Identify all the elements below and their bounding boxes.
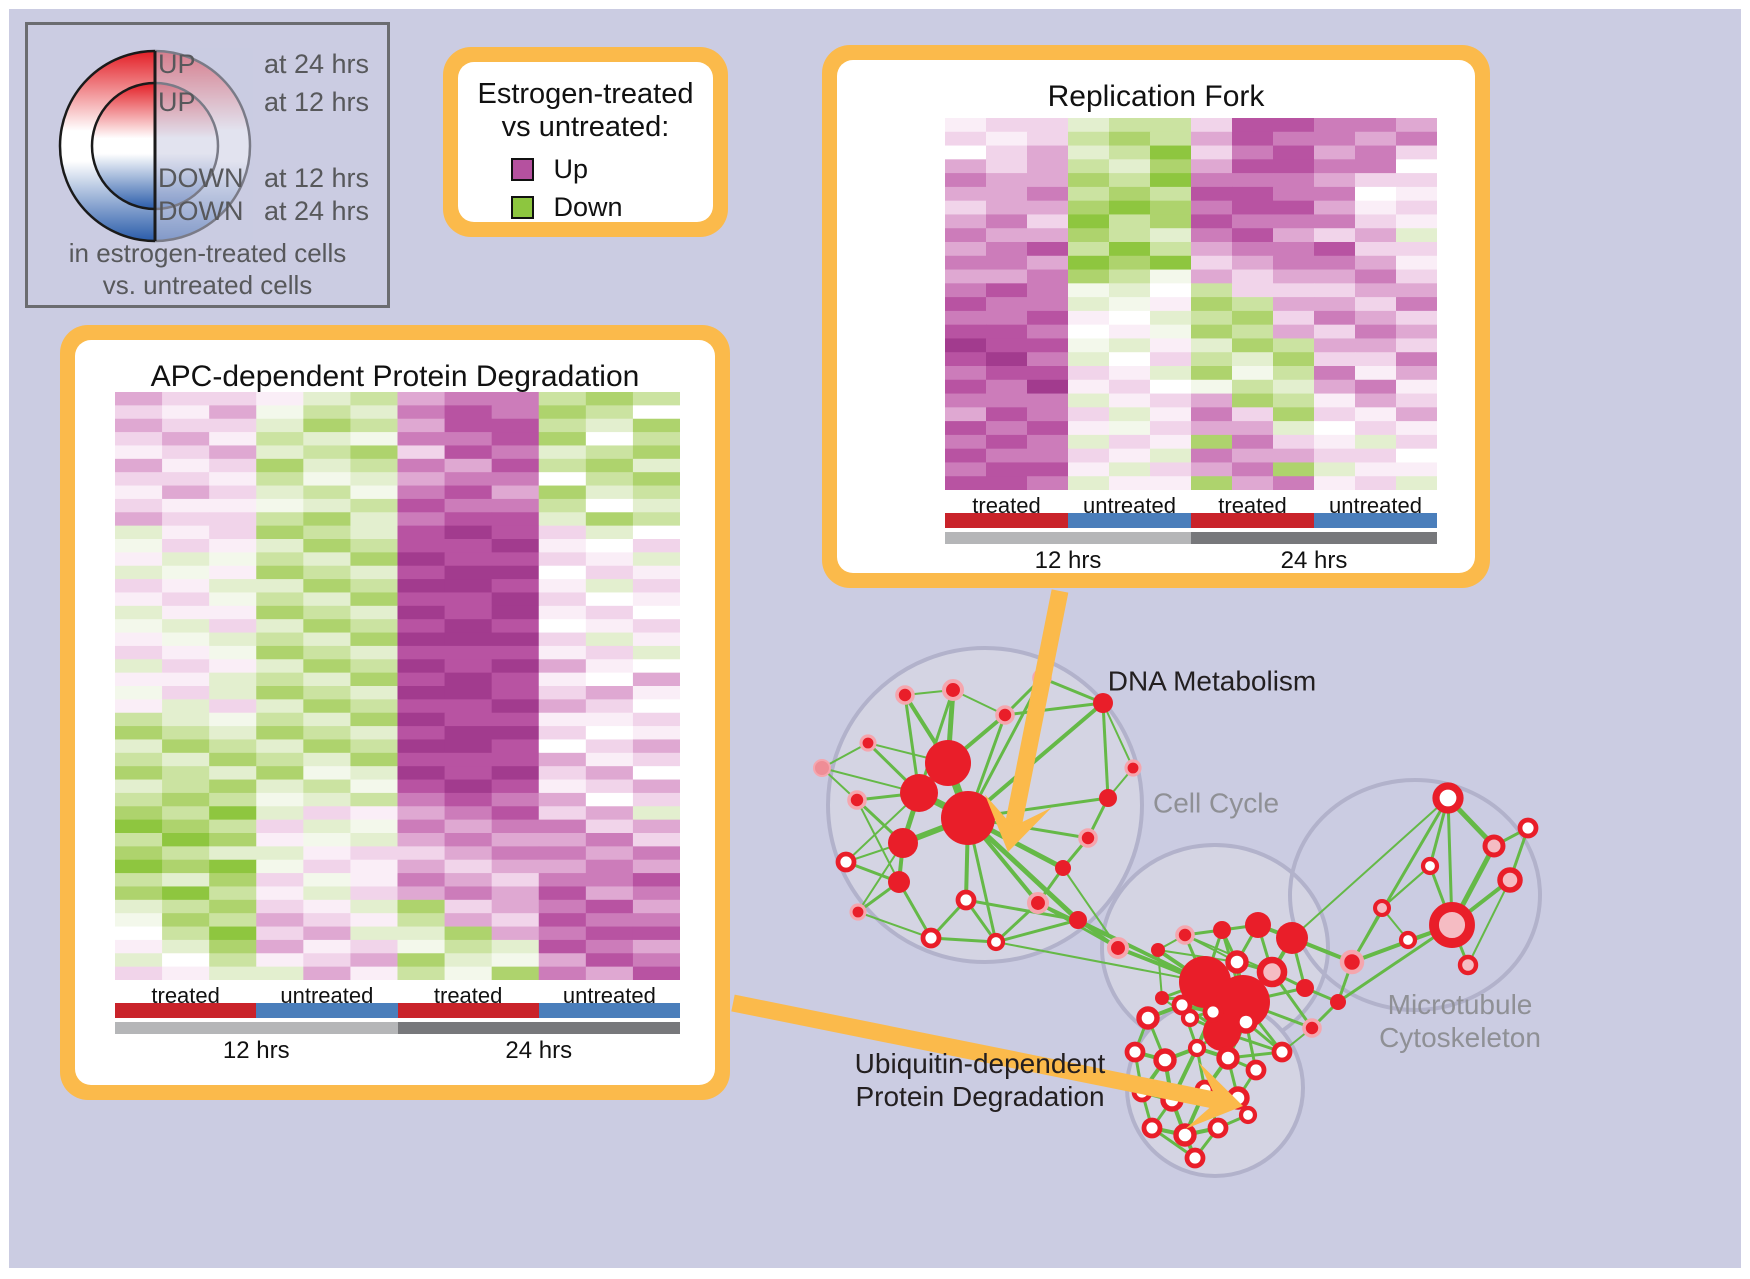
replication-fork-title: Replication Fork — [1047, 80, 1265, 113]
legend-time-12b-label: at 12 hrs — [263, 163, 369, 193]
rf-time-labels: 12 hrs 24 hrs — [945, 547, 1437, 575]
apc-bar-untreated-12 — [256, 1003, 398, 1018]
apc-bar-24hrs — [397, 1022, 680, 1034]
rf-condition-bars — [945, 513, 1437, 528]
apc-heatmap — [115, 392, 680, 980]
legend-time-12a-label: at 12 hrs — [263, 87, 369, 117]
replication-fork-heatmap — [945, 118, 1437, 490]
apc-bar-12hrs — [115, 1022, 398, 1034]
legend-concentric-circles — [58, 48, 253, 244]
up-label: Up — [553, 154, 589, 184]
rf-bar-treated-24 — [1191, 513, 1314, 528]
apc-bar-untreated-24 — [538, 1003, 680, 1018]
apc-group-treated-24: treated — [433, 983, 503, 1008]
rf-time-bars — [945, 532, 1437, 544]
apc-label-12hrs: 12 hrs — [222, 1037, 290, 1064]
down-label: Down — [553, 192, 623, 222]
rf-label-24hrs: 24 hrs — [1280, 547, 1348, 574]
legend-caption-line2: vs. untreated cells — [102, 270, 313, 300]
legend-updown-box: Estrogen-treated vs untreated: Up Down — [443, 47, 728, 237]
apc-title: APC-dependent Protein Degradation — [150, 360, 640, 393]
apc-group-untreated-24: untreated — [562, 983, 656, 1008]
legend-updown-items: Up Down — [458, 154, 713, 223]
down-color-swatch — [510, 196, 534, 219]
apc-group-treated-12: treated — [151, 983, 220, 1008]
legend-up-24-label: UP — [158, 49, 196, 79]
legend-down-12-label: DOWN — [158, 163, 244, 193]
network-label-3: Ubiquitin-dependent Protein Degradation — [854, 1048, 1106, 1112]
legend-time-24a-label: at 24 hrs — [263, 49, 369, 79]
apc-group-labels: treated untreated treated untreated — [115, 983, 680, 1008]
rf-bar-24hrs — [1191, 532, 1437, 544]
legend-down-24-label: DOWN — [158, 196, 244, 226]
legend-item-down: Down — [510, 192, 661, 223]
rf-bar-untreated-12 — [1068, 513, 1191, 528]
legend-time-24b-label: at 24 hrs — [263, 196, 369, 226]
rf-bar-treated-12 — [945, 513, 1068, 528]
rf-bar-12hrs — [945, 532, 1191, 544]
up-color-swatch — [510, 158, 534, 181]
legend-updown-title-line1: Estrogen-treated — [477, 78, 694, 110]
network-label-2: Microtubule Cytoskeleton — [1379, 989, 1541, 1053]
legend-updown-title: Estrogen-treated vs untreated: — [458, 78, 713, 144]
apc-panel: APC-dependent Protein Degradation treate… — [60, 325, 730, 1100]
rf-label-12hrs: 12 hrs — [1034, 547, 1102, 574]
apc-time-labels: 12 hrs 24 hrs — [115, 1037, 680, 1065]
apc-bar-treated-24 — [397, 1003, 539, 1018]
apc-time-bars — [115, 1022, 680, 1034]
legend-updown-title-line2: vs untreated: — [501, 111, 670, 143]
apc-bar-treated-12 — [115, 1003, 257, 1018]
legend-expression-box: UP UP DOWN DOWN at 24 hrs at 12 hrs at 1… — [25, 22, 390, 308]
legend-up-12-label: UP — [158, 87, 196, 117]
apc-group-untreated-12: untreated — [280, 983, 374, 1008]
legend-caption-line1: in estrogen-treated cells — [68, 238, 347, 268]
rf-bar-untreated-24 — [1314, 513, 1437, 528]
network-label-1: Cell Cycle — [1152, 787, 1280, 819]
legend-item-up: Up — [510, 154, 661, 185]
network-label-0: DNA Metabolism — [1107, 665, 1317, 697]
apc-label-24hrs: 24 hrs — [505, 1037, 573, 1064]
replication-fork-panel: Replication Fork treated untreated treat… — [822, 45, 1490, 588]
apc-condition-bars — [115, 1003, 680, 1018]
